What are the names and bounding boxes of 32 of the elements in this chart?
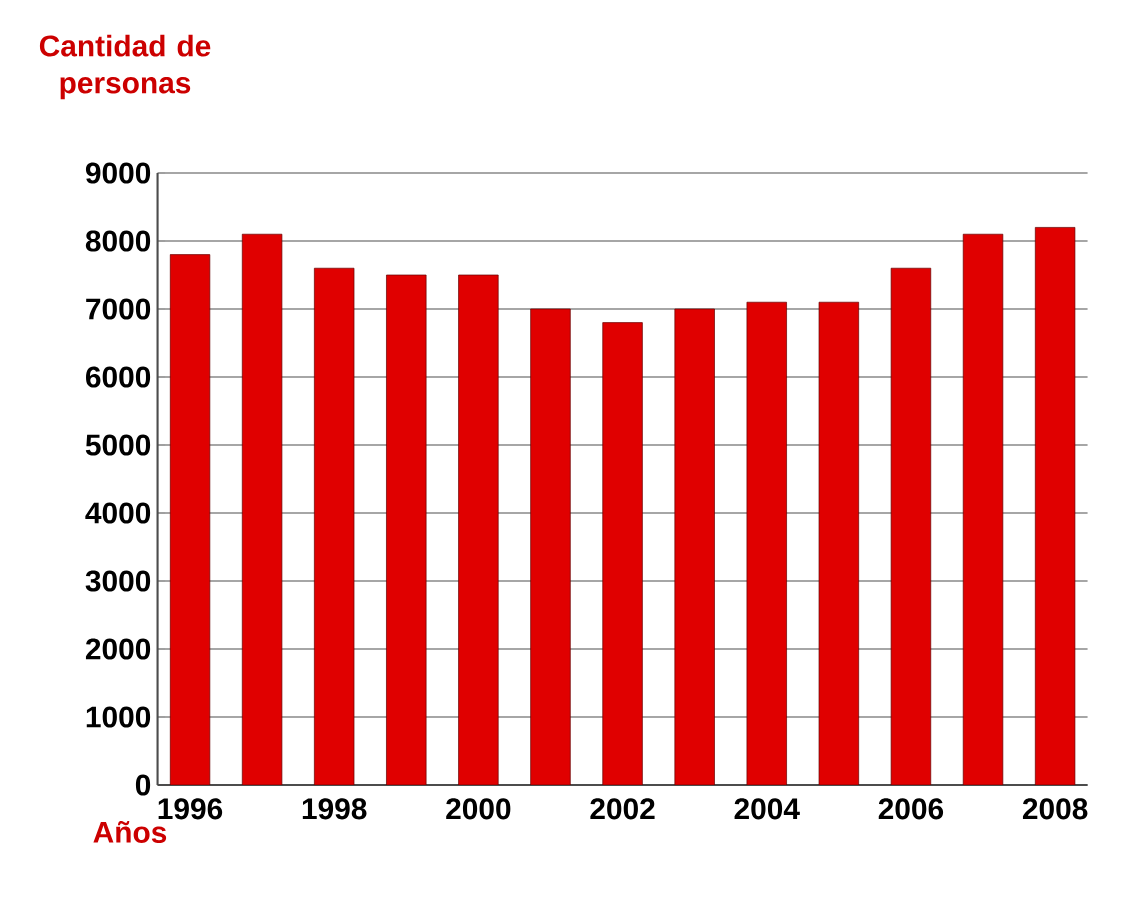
bar [314,267,355,785]
bar [602,322,643,785]
bar [1034,227,1076,785]
y-tick-label: 6000 [86,366,151,388]
bar [746,301,787,785]
y-tick-label: 9000 [85,162,151,184]
bar [818,301,860,785]
bar [674,308,715,785]
x-tick-label: 2006 [878,798,944,820]
y-tick-label: 4000 [85,502,151,524]
y-axis-title: Cantidad de personas [39,34,211,100]
x-tick-label: 1998 [302,798,367,820]
x-axis-title: Años [93,821,167,843]
y-tick-label: 0 [135,774,151,796]
bar [241,233,283,785]
y-tick-label: 2000 [85,638,151,660]
x-tick-label: 2008 [1022,798,1088,820]
y-tick-label: 1000 [86,706,151,728]
y-tick-label: 8000 [85,230,151,252]
x-tick-label: 2000 [446,798,511,820]
bar [169,254,211,785]
y-tick-label: 3000 [85,570,151,592]
bar [962,233,1004,785]
x-tick-label: 2004 [734,798,800,820]
bar [458,274,499,785]
y-tick-label: 5000 [85,434,151,456]
x-tick-label: 2002 [590,798,655,820]
x-tick-label: 1996 [158,798,223,820]
bar [386,274,427,785]
bar [890,267,932,785]
y-tick-label: 7000 [86,298,151,320]
bar [530,308,571,785]
